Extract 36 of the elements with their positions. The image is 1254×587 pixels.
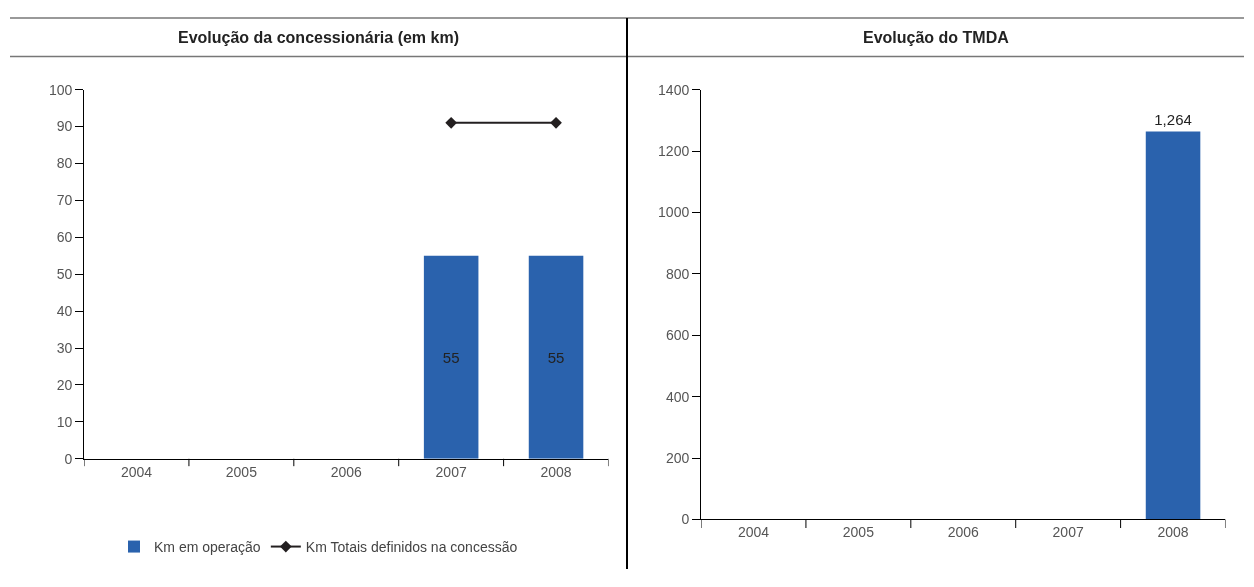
chart-title: Evolução da concessionária (em km) [178,29,459,46]
y-tick-label: 20 [56,376,73,393]
y-tick-label: 50 [56,266,73,283]
y-tick-label: 200 [665,449,690,466]
y-tick-label: 1000 [658,204,690,221]
y-tick-label: 1400 [658,81,690,98]
y-tick-label: 0 [681,511,690,528]
data-label: 1,264 [1154,111,1192,129]
x-tick-label: 2004 [120,463,153,480]
x-tick-label: 2008 [540,463,572,480]
y-tick-label: 600 [665,327,690,344]
y-tick-label: 0 [64,450,73,467]
y-tick-label: 80 [56,155,73,172]
y-tick-label: 1200 [658,142,690,159]
x-tick-label: 2004 [737,524,770,541]
y-tick-label: 400 [665,388,690,405]
y-tick-label: 70 [56,192,73,209]
y-tick-label: 100 [48,81,73,98]
x-tick-label: 2005 [842,524,875,541]
legend-label: Km em operação [154,539,261,556]
y-tick-label: 40 [56,303,73,320]
chart-title: Evolução do TMDA [863,29,1010,46]
y-tick-label: 30 [56,339,73,356]
x-tick-label: 2005 [225,463,258,480]
x-tick-label: 2006 [947,524,980,541]
y-tick-label: 60 [56,229,73,246]
x-tick-label: 2007 [1052,524,1084,541]
y-tick-label: 800 [665,265,690,282]
x-tick-label: 2007 [435,463,467,480]
y-tick-label: 10 [56,413,73,430]
y-tick-label: 90 [56,118,73,135]
legend-label: Km Totais definidos na concessão [305,539,518,556]
x-tick-label: 2006 [330,463,363,480]
x-tick-label: 2008 [1157,524,1189,541]
data-label: 55 [547,348,565,366]
data-label: 55 [442,348,460,366]
